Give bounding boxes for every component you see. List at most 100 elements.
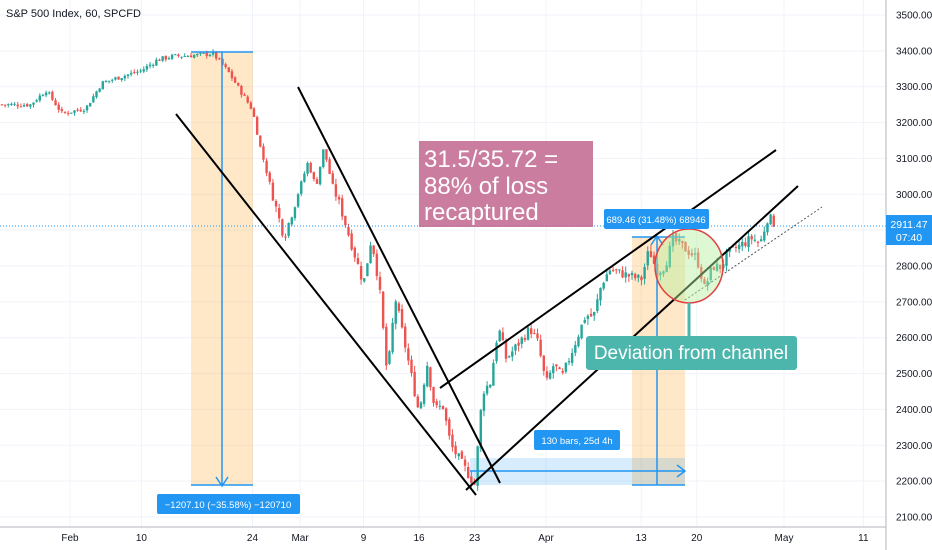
candle-body (54, 100, 57, 106)
candle-body (615, 269, 618, 271)
candle-body (593, 311, 596, 316)
candle-body (233, 77, 237, 83)
candle-body (79, 109, 82, 112)
candle-body (0, 104, 4, 106)
candle-body (315, 179, 319, 184)
candle-body (252, 108, 256, 117)
candle-body (186, 56, 190, 58)
price-axis[interactable]: 2100.00 2200.00 2300.00 2400.00 2500.00 2600.… (896, 11, 932, 524)
candle-body (117, 76, 120, 80)
candle-body (325, 149, 328, 160)
candle-body (183, 55, 186, 57)
candle-body (255, 116, 259, 135)
candle-body (312, 172, 316, 180)
price-tick-label: 2800.00 (896, 262, 932, 273)
candle-body (341, 198, 344, 217)
candle-body (416, 396, 419, 408)
candle-body (766, 223, 769, 233)
bars-label: 130 bars, 25d 4h (541, 436, 612, 447)
candle-body (567, 361, 571, 363)
candle-body (101, 81, 104, 90)
candle-body (511, 351, 514, 357)
candle-body (331, 173, 334, 184)
candle-body (48, 92, 51, 94)
candlestick-series (0, 49, 775, 491)
candle-body (533, 333, 536, 335)
candle-body (215, 51, 218, 59)
candle-body (189, 55, 193, 58)
candle-body (388, 351, 391, 364)
candle-body (583, 319, 586, 323)
drop-measure (191, 51, 253, 488)
candle-body (520, 337, 523, 344)
candle-body (659, 272, 662, 276)
candle-body (637, 274, 640, 278)
candle-body (495, 342, 498, 362)
candle-body (344, 216, 347, 226)
price-tick-label: 2400.00 (896, 405, 932, 416)
candle-body (394, 301, 397, 324)
candle-body (328, 159, 331, 174)
recapture-note[interactable]: 31.5/35.72 = 88% of loss recaptured (419, 141, 593, 227)
candle-body (504, 341, 508, 359)
deviation-ellipse[interactable] (654, 228, 724, 304)
candle-body (473, 482, 476, 485)
candle-body (350, 233, 353, 250)
deviation-note[interactable]: Deviation from channel (586, 336, 797, 370)
candle-body (82, 111, 86, 113)
candle-body (693, 253, 697, 255)
candle-body (454, 445, 457, 455)
candle-body (274, 201, 278, 207)
candle-body (303, 173, 306, 182)
candle-body (385, 326, 388, 366)
candle-body (227, 67, 230, 73)
candle-body (709, 267, 712, 280)
candle-body (63, 112, 67, 114)
time-axis[interactable]: Feb 10 24 Mar 9 16 23 Apr 13 20 May 11 (61, 533, 869, 544)
candle-body (589, 313, 593, 317)
candle-body (422, 384, 426, 404)
candle-body (586, 315, 590, 319)
candle-body (38, 95, 41, 101)
candle-body (381, 291, 385, 328)
candle-body (599, 287, 602, 301)
candle-body (145, 66, 149, 70)
candle-body (432, 387, 435, 404)
price-tick-label: 2100.00 (896, 513, 932, 524)
candle-body (772, 215, 775, 227)
time-tick-label: 16 (414, 533, 426, 544)
candle-body (259, 135, 262, 147)
candle-body (523, 338, 527, 340)
price-tick-label: 3000.00 (896, 190, 932, 201)
candle-body (70, 112, 73, 114)
candle-body (16, 104, 19, 107)
candle-body (278, 207, 281, 219)
candle-body (681, 241, 684, 244)
candle-body (356, 258, 360, 265)
candle-body (555, 364, 558, 367)
candle-body (174, 54, 177, 56)
candle-body (10, 103, 13, 106)
candle-body (665, 265, 668, 273)
candle-body (400, 309, 404, 328)
candle-body (611, 269, 615, 271)
candle-body (133, 71, 136, 73)
candle-body (271, 182, 275, 201)
candle-body (498, 330, 501, 342)
candle-body (32, 102, 35, 105)
candle-body (684, 241, 687, 252)
candle-body (640, 276, 643, 281)
candle-body (759, 239, 763, 242)
candle-body (208, 54, 212, 57)
candle-body (719, 264, 722, 270)
rise-label-box: 689.46 (31.48%) 68946 (604, 209, 709, 229)
candle-body (671, 234, 675, 247)
time-tick-label: 20 (691, 533, 703, 544)
price-tick-label: 3300.00 (896, 82, 932, 93)
candle-body (438, 405, 442, 407)
candle-body (66, 112, 70, 114)
candle-body (558, 367, 561, 370)
candle-body (120, 78, 123, 80)
candle-body (309, 162, 312, 173)
